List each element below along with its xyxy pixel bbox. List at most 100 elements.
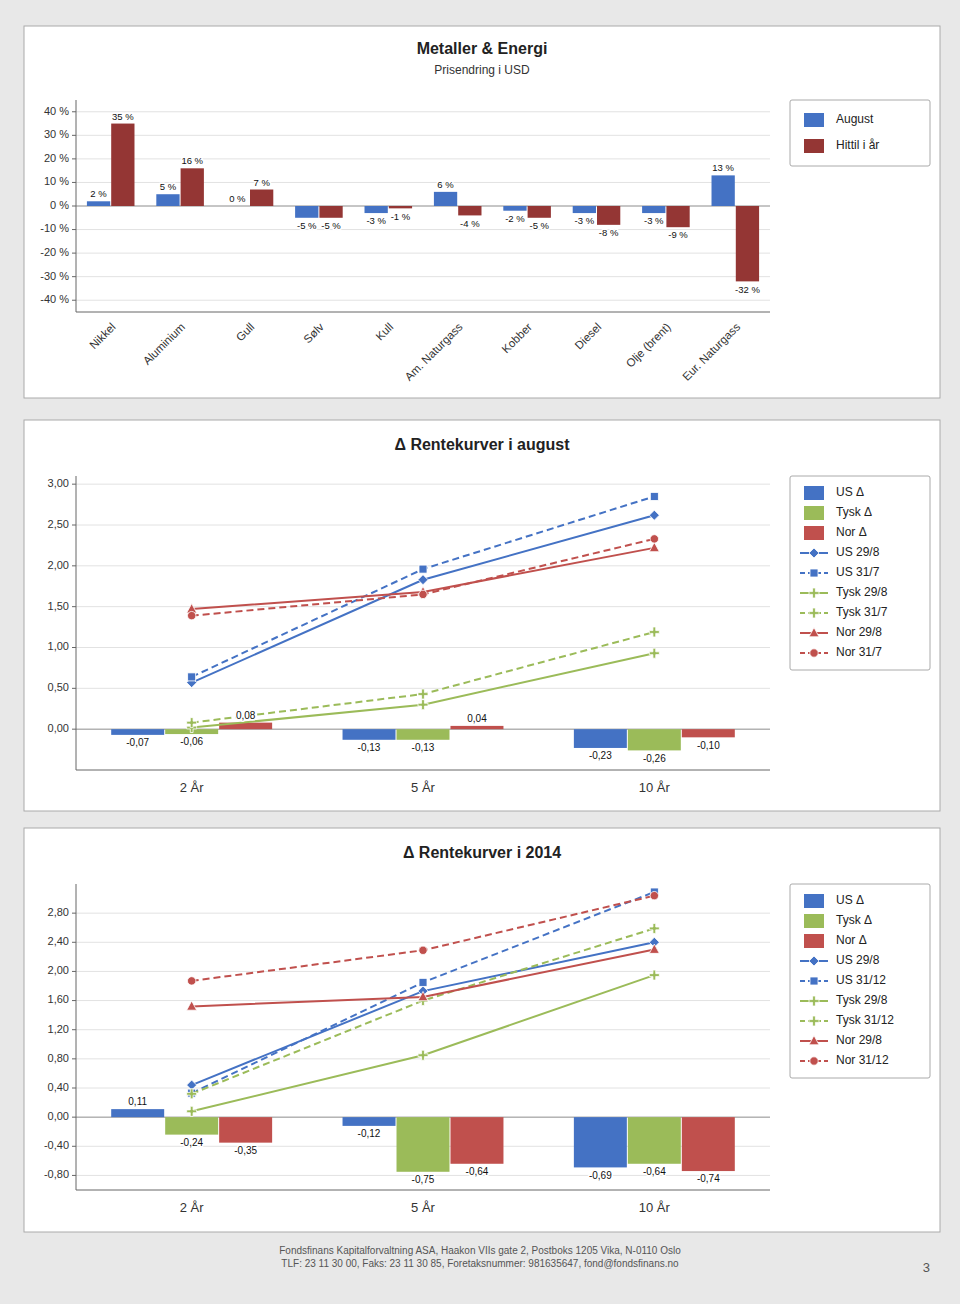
bar [111, 729, 164, 735]
legend-swatch [804, 894, 824, 908]
grid-line [76, 971, 770, 972]
line [192, 653, 655, 727]
category-label: 10 År [639, 1200, 671, 1215]
data-label: -0,35 [234, 1145, 257, 1156]
legend-box [790, 884, 930, 1078]
tick-label: 1,50 [48, 600, 69, 612]
tick-label: 1,20 [48, 1023, 69, 1035]
data-label: -9 % [668, 229, 688, 240]
tick-label: 0,00 [48, 722, 69, 734]
panel [24, 420, 940, 811]
tick-label: 0,40 [48, 1081, 69, 1093]
data-label: -0,07 [126, 737, 149, 748]
tick-label: 2,00 [48, 559, 69, 571]
data-label: 2 % [90, 188, 107, 199]
legend-swatch [800, 1000, 828, 1002]
tick-mark [72, 1146, 76, 1147]
bar [397, 1117, 450, 1172]
legend-box [790, 476, 930, 670]
tick-mark [72, 1175, 76, 1176]
tick-mark [72, 229, 76, 230]
grid-line [76, 135, 770, 136]
x-axis-line [76, 770, 770, 771]
data-label: -5 % [529, 220, 549, 231]
tick-label: -40 % [40, 293, 69, 305]
tick-mark [72, 942, 76, 943]
grid-line [76, 913, 770, 914]
legend-label: US Δ [836, 485, 864, 499]
bar [666, 206, 689, 227]
data-label: -0,10 [697, 740, 720, 751]
tick-label: 30 % [44, 128, 69, 140]
bar [574, 729, 627, 748]
bar [573, 206, 596, 213]
legend-label: Nor 31/12 [836, 1053, 889, 1067]
data-label: -5 % [321, 220, 341, 231]
grid-line [76, 300, 770, 301]
tick-label: 0,80 [48, 1052, 69, 1064]
bar [165, 729, 218, 734]
tick-mark [72, 1000, 76, 1001]
legend-label: Tysk 29/8 [836, 993, 888, 1007]
legend-swatch [804, 934, 824, 948]
data-label: 5 % [160, 181, 177, 192]
data-label: -0,24 [180, 1137, 203, 1148]
legend-swatch [804, 139, 824, 153]
chart-title: Metaller & Energi [417, 40, 548, 57]
bar [181, 168, 204, 206]
bar [434, 192, 457, 206]
bar [319, 206, 342, 218]
data-label: -1 % [391, 211, 411, 222]
legend-swatch [804, 486, 824, 500]
legend-label: Tysk Δ [836, 505, 872, 519]
legend-label: US 29/8 [836, 953, 880, 967]
tick-label: 40 % [44, 105, 69, 117]
grid-line [76, 229, 770, 230]
legend-swatch [800, 552, 828, 554]
data-label: -3 % [575, 215, 595, 226]
legend-label: Tysk 31/12 [836, 1013, 894, 1027]
tick-label: 0,50 [48, 681, 69, 693]
data-label: -0,64 [466, 1166, 489, 1177]
legend: AugustHittil i år [790, 100, 930, 166]
legend-swatch [800, 1020, 828, 1022]
grid-line [76, 565, 770, 566]
tick-mark [72, 182, 76, 183]
data-label: -0,69 [589, 1170, 612, 1181]
bar [343, 1117, 396, 1126]
grid-line [76, 688, 770, 689]
plot-area [111, 892, 735, 1172]
legend-swatch [800, 960, 828, 962]
footer-line: Fondsfinans Kapitalforvaltning ASA, Haak… [279, 1245, 681, 1256]
tick-mark [72, 606, 76, 607]
tick-label: -30 % [40, 270, 69, 282]
tick-mark [72, 253, 76, 254]
legend-label: Nor Δ [836, 933, 867, 947]
tick-mark [72, 729, 76, 730]
line [192, 548, 655, 609]
category-label: Kull [373, 321, 395, 343]
legend-label: Nor 31/7 [836, 645, 882, 659]
bar [219, 1117, 272, 1143]
category-label: Sølv [301, 320, 326, 345]
grid-line [76, 1088, 770, 1089]
tick-label: 1,60 [48, 993, 69, 1005]
y-axis-line [76, 100, 77, 312]
tick-label: 2,50 [48, 518, 69, 530]
legend-label: Tysk 29/8 [836, 585, 888, 599]
data-label: -0,06 [180, 736, 203, 747]
y-axis-line [76, 884, 77, 1190]
data-labels: -0,07-0,13-0,23-0,06-0,13-0,260,080,04-0… [126, 710, 720, 764]
line [192, 950, 655, 1007]
chart: Δ Rentekurver i august0,000,501,001,502,… [24, 420, 940, 811]
line [192, 539, 655, 616]
legend: US ΔTysk ΔNor ΔUS 29/8US 31/7Tysk 29/8Ty… [790, 476, 930, 670]
data-label: -0,13 [358, 742, 381, 753]
bar [450, 726, 503, 729]
legend-label: August [836, 112, 874, 126]
category-label: Eur. Naturgass [680, 320, 742, 382]
tick-label: 0,00 [48, 1110, 69, 1122]
bar [574, 1117, 627, 1167]
category-label: Nikkel [87, 321, 118, 352]
plot-area [87, 124, 759, 282]
